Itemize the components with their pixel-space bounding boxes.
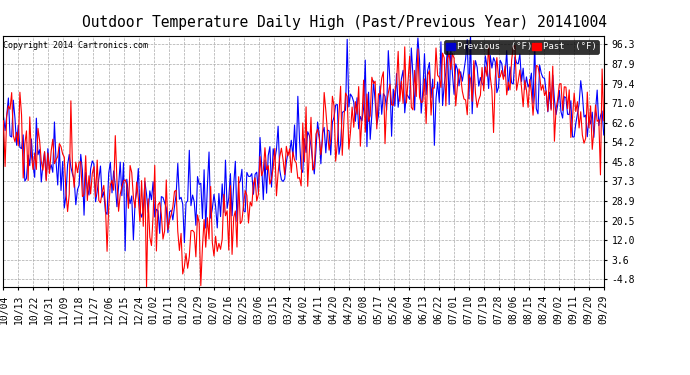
Text: Copyright 2014 Cartronics.com: Copyright 2014 Cartronics.com xyxy=(3,41,148,50)
Legend: Previous  (°F), Past  (°F): Previous (°F), Past (°F) xyxy=(444,40,599,54)
Text: Outdoor Temperature Daily High (Past/Previous Year) 20141004: Outdoor Temperature Daily High (Past/Pre… xyxy=(83,15,607,30)
